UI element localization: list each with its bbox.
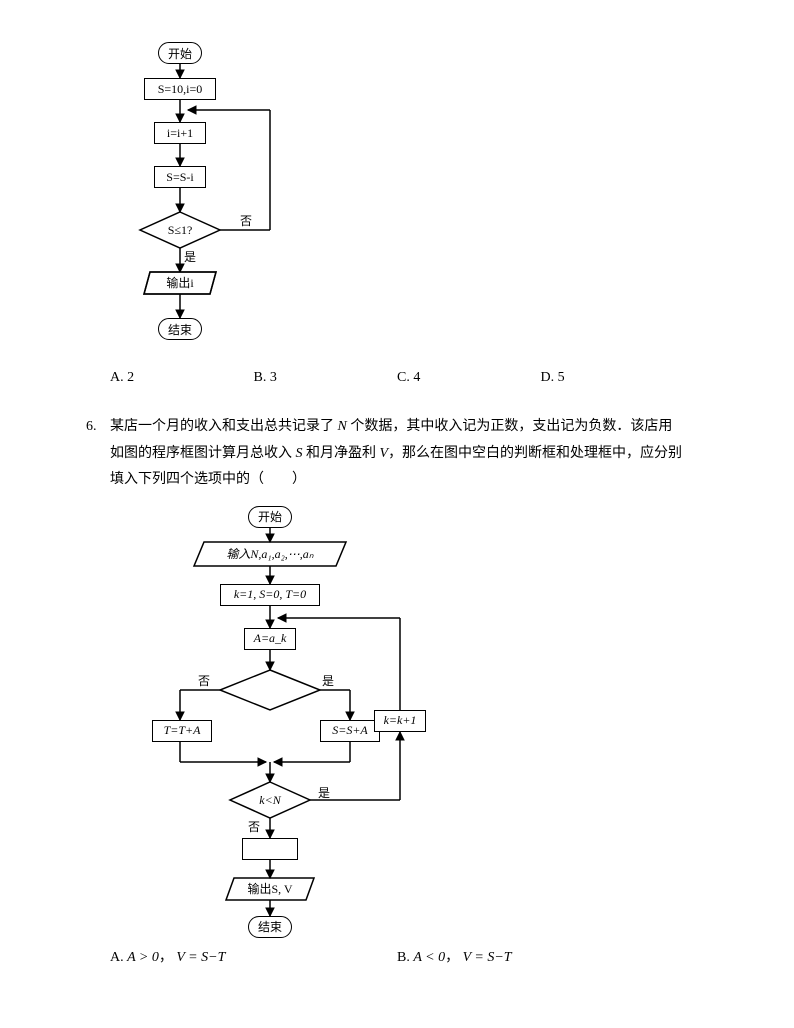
fc1-yes: 是 bbox=[184, 248, 196, 265]
svg-text:输入N,a₁,a₂,⋯,aₙ: 输入N,a₁,a₂,⋯,aₙ bbox=[226, 547, 313, 561]
fc2-blank bbox=[242, 838, 298, 860]
q6-choice-a: A. A > 0， V = S−T bbox=[110, 946, 397, 966]
fc2-end: 结束 bbox=[248, 916, 292, 938]
q5-choice-b: B. 3 bbox=[254, 370, 398, 386]
fc1-end: 结束 bbox=[158, 318, 202, 340]
svg-text:k<N: k<N bbox=[259, 793, 281, 807]
fc1-no: 否 bbox=[240, 212, 252, 229]
fc2-kpp: k=k+1 bbox=[374, 710, 426, 732]
flowchart-q5: S≤1? 输出i 开始 S=10,i=0 i=i+1 S=S-i 是 否 结束 bbox=[120, 40, 320, 360]
q5-choice-d: D. 5 bbox=[541, 370, 685, 386]
q6-text: 6. 某店一个月的收入和支出总共记录了 N 个数据，其中收入记为正数，支出记为负… bbox=[110, 414, 684, 494]
fc1-init: S=10,i=0 bbox=[144, 78, 216, 100]
cond-text: S≤1? bbox=[168, 223, 193, 237]
q5-choices: A. 2 B. 3 C. 4 D. 5 bbox=[110, 370, 684, 386]
fc1-start: 开始 bbox=[158, 42, 202, 64]
fc1-inc: i=i+1 bbox=[154, 122, 206, 144]
fc2-init: k=1, S=0, T=0 bbox=[220, 584, 320, 606]
flowchart-q6: k<N 输出S, V 输入N,a₁,a₂,⋯,aₙ 开始 k=1, S=0, T… bbox=[150, 504, 450, 934]
q6-choices: A. A > 0， V = S−T B. A < 0， V = S−T bbox=[110, 946, 684, 966]
q6-number: 6. bbox=[86, 414, 97, 441]
fc2-ssa: S=S+A bbox=[320, 720, 380, 742]
fc2-tta: T=T+A bbox=[152, 720, 212, 742]
q5-choice-c: C. 4 bbox=[397, 370, 541, 386]
out-text: 输出i bbox=[166, 275, 194, 290]
fc2-yes2: 是 bbox=[318, 784, 330, 801]
fc2-no2: 否 bbox=[248, 818, 260, 835]
q6-choice-b: B. A < 0， V = S−T bbox=[397, 946, 684, 966]
fc2-no1: 否 bbox=[198, 672, 210, 689]
fc2-start: 开始 bbox=[248, 506, 292, 528]
fc2-assign: A=a_k bbox=[244, 628, 296, 650]
svg-text:输出S, V: 输出S, V bbox=[247, 881, 292, 896]
fc1-sub: S=S-i bbox=[154, 166, 206, 188]
fc2-yes1: 是 bbox=[322, 672, 334, 689]
q5-choice-a: A. 2 bbox=[110, 370, 254, 386]
